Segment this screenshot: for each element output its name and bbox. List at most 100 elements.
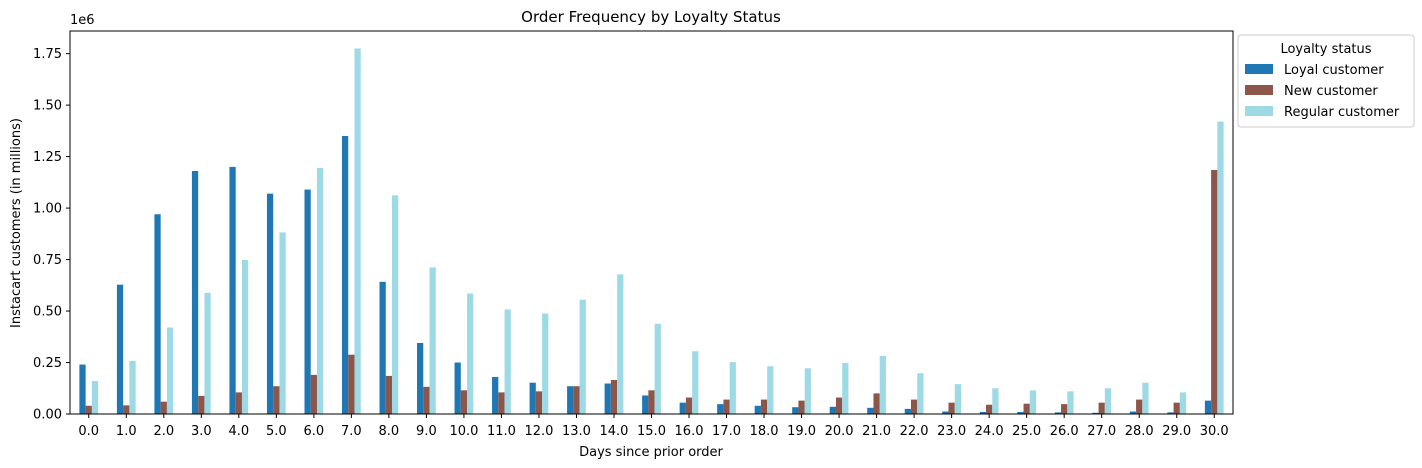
bar-loyal-customer-6.0: [304, 189, 311, 414]
bar-loyal-customer-30.0: [1204, 400, 1212, 414]
bar-regular-customer-28.0: [1142, 382, 1149, 414]
bar-loyal-customer-1.0: [116, 284, 124, 414]
bar-loyal-customer-13.0: [567, 386, 574, 414]
bar-loyal-customer-4.0: [229, 166, 236, 414]
y-tick-label: 1.25: [33, 150, 62, 165]
bar-new-customer-27.0: [1098, 402, 1105, 414]
x-tick-label: 10.0: [449, 424, 478, 439]
bar-new-customer-11.0: [498, 392, 505, 414]
x-tick-label: 21.0: [862, 424, 891, 439]
bar-regular-customer-18.0: [767, 366, 774, 414]
bar-loyal-customer-18.0: [754, 405, 761, 414]
bar-loyal-customer-8.0: [379, 281, 386, 414]
y-tick-label: 1.50: [33, 99, 62, 114]
bar-new-customer-21.0: [873, 393, 880, 414]
bar-regular-customer-2.0: [166, 327, 174, 414]
x-tick-label: 13.0: [562, 424, 591, 439]
bar-regular-customer-29.0: [1179, 392, 1187, 414]
bar-regular-customer-4.0: [241, 259, 249, 414]
bar-loyal-customer-16.0: [679, 402, 686, 414]
x-tick-label: 4.0: [228, 424, 249, 439]
bar-regular-customer-19.0: [804, 368, 811, 414]
bar-loyal-customer-21.0: [867, 407, 874, 414]
legend-swatch-new-customer: [1245, 85, 1273, 95]
bar-regular-customer-11.0: [504, 309, 511, 414]
bar-new-customer-26.0: [1061, 404, 1068, 414]
bar-regular-customer-1.0: [129, 360, 136, 414]
bar-new-customer-12.0: [535, 391, 543, 414]
bar-new-customer-13.0: [573, 386, 580, 414]
bar-regular-customer-24.0: [992, 388, 999, 414]
bar-regular-customer-27.0: [1104, 388, 1112, 414]
bar-loyal-customer-26.0: [1054, 412, 1062, 414]
bar-loyal-customer-27.0: [1092, 412, 1099, 414]
bar-loyal-customer-28.0: [1129, 411, 1137, 414]
bar-regular-customer-22.0: [917, 373, 924, 414]
bar-loyal-customer-3.0: [191, 171, 199, 414]
y-tick-label: 0.50: [33, 305, 62, 320]
x-tick-label: 15.0: [637, 424, 666, 439]
y-tick-label: 1.75: [33, 47, 62, 62]
x-tick-label: 26.0: [1050, 424, 1079, 439]
bar-new-customer-24.0: [986, 404, 993, 414]
bar-new-customer-23.0: [948, 402, 955, 414]
bar-loyal-customer-10.0: [454, 362, 461, 414]
bar-loyal-customer-17.0: [717, 404, 724, 414]
bar-loyal-customer-23.0: [942, 411, 949, 414]
x-axis-label: Days since prior order: [579, 445, 723, 460]
x-tick-label: 22.0: [900, 424, 929, 439]
bar-regular-customer-17.0: [729, 362, 736, 414]
bar-new-customer-9.0: [423, 386, 430, 414]
bar-regular-customer-5.0: [279, 232, 286, 414]
bar-new-customer-7.0: [348, 354, 355, 414]
chart-title: Order Frequency by Loyalty Status: [521, 8, 781, 26]
bar-loyal-customer-24.0: [979, 411, 987, 414]
y-offset-label: 1e6: [70, 13, 95, 28]
bar-new-customer-10.0: [460, 390, 468, 414]
bar-regular-customer-13.0: [579, 299, 586, 414]
bar-new-customer-22.0: [910, 399, 918, 414]
bar-new-customer-2.0: [160, 401, 167, 414]
x-tick-label: 0.0: [78, 424, 99, 439]
bar-regular-customer-12.0: [542, 313, 549, 414]
y-tick-label: 0.25: [33, 356, 62, 371]
bar-new-customer-16.0: [685, 397, 693, 414]
bar-loyal-customer-19.0: [792, 407, 799, 414]
bar-regular-customer-10.0: [467, 293, 474, 414]
x-tick-label: 25.0: [1012, 424, 1041, 439]
bar-regular-customer-6.0: [316, 167, 324, 414]
bar-loyal-customer-2.0: [154, 214, 161, 414]
legend-swatch-loyal-customer: [1245, 64, 1273, 74]
x-tick-label: 9.0: [416, 424, 437, 439]
x-tick-label: 29.0: [1162, 424, 1191, 439]
x-tick-label: 5.0: [266, 424, 287, 439]
bar-new-customer-28.0: [1136, 399, 1143, 414]
x-tick-label: 24.0: [975, 424, 1004, 439]
y-tick-label: 0.75: [33, 253, 62, 268]
legend-items: Loyal customer New customer Regular custom…: [1245, 63, 1400, 120]
x-tick-label: 11.0: [487, 424, 516, 439]
bar-loyal-customer-5.0: [266, 193, 274, 414]
bar-regular-customer-15.0: [654, 323, 661, 414]
bar-new-customer-4.0: [235, 392, 242, 414]
y-axis-label: Instacart customers (in millions): [9, 118, 24, 328]
bar-new-customer-3.0: [198, 395, 205, 414]
bar-regular-customer-30.0: [1217, 121, 1224, 414]
legend-title: Loyalty status: [1280, 42, 1371, 57]
legend-label-loyal-customer: Loyal customer: [1284, 63, 1384, 78]
bar-new-customer-5.0: [273, 386, 280, 414]
x-tick-label: 30.0: [1200, 424, 1229, 439]
bar-loyal-customer-0.0: [79, 364, 86, 414]
bar-regular-customer-26.0: [1067, 391, 1074, 414]
bar-loyal-customer-20.0: [829, 406, 836, 414]
bar-regular-customer-8.0: [392, 195, 399, 414]
y-tick-label: 1.00: [33, 202, 62, 217]
x-tick-label: 6.0: [304, 424, 325, 439]
x-tick-label: 3.0: [191, 424, 212, 439]
bar-loyal-customer-9.0: [417, 342, 424, 414]
bar-loyal-customer-15.0: [642, 395, 649, 414]
bar-regular-customer-0.0: [91, 381, 99, 414]
bar-new-customer-30.0: [1211, 169, 1218, 414]
x-tick-label: 27.0: [1087, 424, 1116, 439]
bar-new-customer-29.0: [1173, 402, 1180, 414]
